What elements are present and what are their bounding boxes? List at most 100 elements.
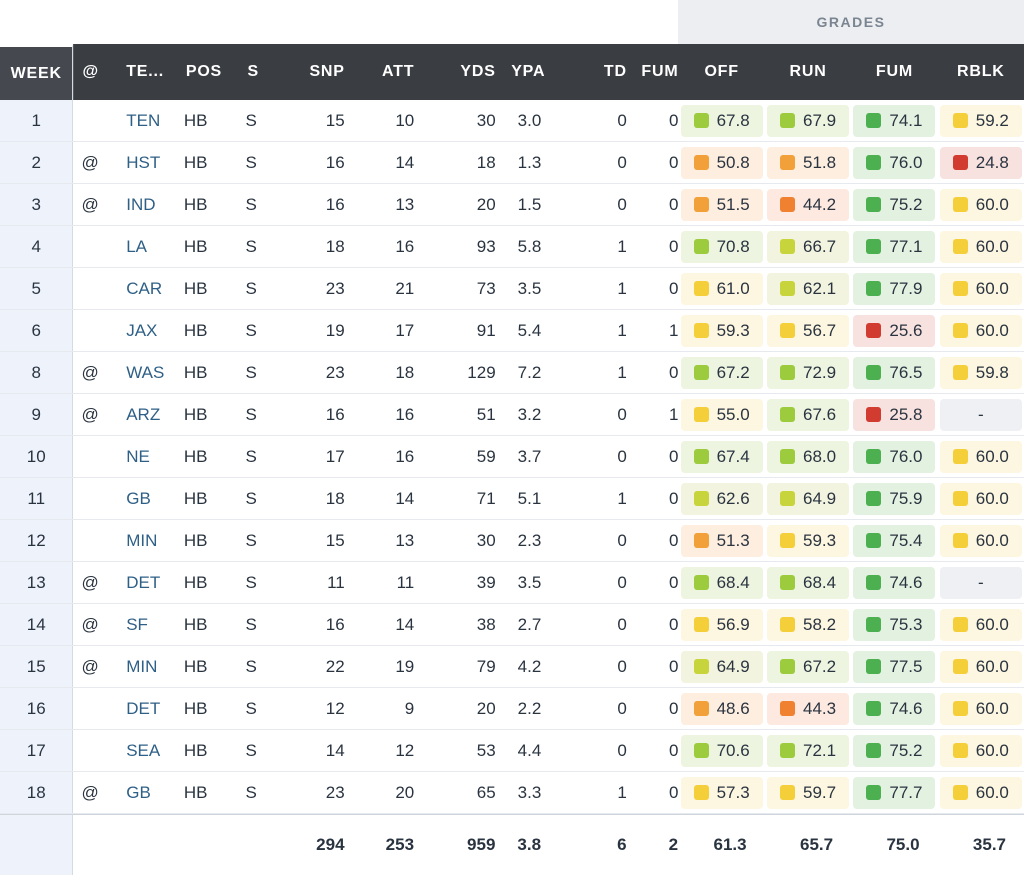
- table-row[interactable]: 10 NE HB S 17 16 59 3.7 0 0 67.4 68.0 76.0 60.0: [0, 436, 1024, 478]
- table-row[interactable]: 1 TEN HB S 15 10 30 3.0 0 0 67.8 67.9 74.1 59.2: [0, 100, 1024, 142]
- offense-grade-badge[interactable]: 64.9: [680, 650, 763, 683]
- run-block-grade-badge[interactable]: 60.0: [939, 650, 1022, 683]
- run-block-grade-badge[interactable]: 59.8: [939, 356, 1022, 389]
- column-header-snaps[interactable]: SNP: [309, 63, 345, 80]
- table-row[interactable]: 8 @ WAS HB S 23 18 129 7.2 1 0 67.2 72.9 76.5 59.8: [0, 352, 1024, 394]
- run-grade-badge[interactable]: 72.1: [767, 734, 850, 767]
- team-link[interactable]: SEA: [126, 740, 161, 760]
- column-header-status[interactable]: S: [247, 63, 259, 80]
- run-grade-badge[interactable]: 59.3: [767, 524, 850, 557]
- table-row[interactable]: 15 @ MIN HB S 22 19 79 4.2 0 0 64.9 67.2 77.5 60.0: [0, 646, 1024, 688]
- table-row[interactable]: 3 @ IND HB S 16 13 20 1.5 0 0 51.5 44.2 75.2 60.0: [0, 184, 1024, 226]
- fumble-grade-badge[interactable]: 25.8: [853, 398, 936, 431]
- offense-grade-badge[interactable]: 50.8: [680, 146, 763, 179]
- team-link[interactable]: NE: [126, 446, 150, 466]
- run-block-grade-badge[interactable]: -: [939, 398, 1022, 431]
- column-header-fumbles[interactable]: FUM: [641, 63, 679, 80]
- run-grade-badge[interactable]: 66.7: [767, 230, 850, 263]
- team-link[interactable]: WAS: [126, 362, 165, 382]
- fumble-grade-badge[interactable]: 76.0: [853, 146, 936, 179]
- column-header-yards-per-attempt[interactable]: YPA: [511, 63, 546, 80]
- fumble-grade-badge[interactable]: 77.9: [853, 272, 936, 305]
- run-block-grade-badge[interactable]: 60.0: [939, 230, 1022, 263]
- run-grade-badge[interactable]: 68.0: [767, 440, 850, 473]
- column-header-week[interactable]: WEEK: [0, 44, 74, 100]
- offense-grade-badge[interactable]: 56.9: [680, 608, 763, 641]
- run-grade-badge[interactable]: 44.3: [767, 692, 850, 725]
- table-row[interactable]: 6 JAX HB S 19 17 91 5.4 1 1 59.3 56.7 25.6 60.0: [0, 310, 1024, 352]
- table-row[interactable]: 11 GB HB S 18 14 71 5.1 1 0 62.6 64.9 75.9 60.0: [0, 478, 1024, 520]
- run-block-grade-badge[interactable]: 60.0: [939, 482, 1022, 515]
- run-grade-badge[interactable]: 67.9: [767, 104, 850, 137]
- run-block-grade-badge[interactable]: 60.0: [939, 440, 1022, 473]
- table-row[interactable]: 17 SEA HB S 14 12 53 4.4 0 0 70.6 72.1 75.2 60.0: [0, 730, 1024, 772]
- run-block-grade-badge[interactable]: 60.0: [939, 524, 1022, 557]
- fumble-grade-badge[interactable]: 77.7: [853, 776, 936, 809]
- table-row[interactable]: 13 @ DET HB S 11 11 39 3.5 0 0 68.4 68.4 74.6 -: [0, 562, 1024, 604]
- column-header-fumble-grade[interactable]: FUM: [875, 63, 913, 80]
- run-grade-badge[interactable]: 67.2: [767, 650, 850, 683]
- run-grade-badge[interactable]: 56.7: [767, 314, 850, 347]
- fumble-grade-badge[interactable]: 75.2: [853, 188, 936, 221]
- fumble-grade-badge[interactable]: 74.1: [853, 104, 936, 137]
- fumble-grade-badge[interactable]: 75.4: [853, 524, 936, 557]
- team-link[interactable]: IND: [126, 194, 156, 214]
- team-link[interactable]: MIN: [126, 530, 158, 550]
- run-block-grade-badge[interactable]: -: [939, 566, 1022, 599]
- fumble-grade-badge[interactable]: 75.3: [853, 608, 936, 641]
- team-link[interactable]: GB: [126, 782, 151, 802]
- fumble-grade-badge[interactable]: 77.5: [853, 650, 936, 683]
- fumble-grade-badge[interactable]: 76.5: [853, 356, 936, 389]
- run-grade-badge[interactable]: 62.1: [767, 272, 850, 305]
- offense-grade-badge[interactable]: 70.8: [680, 230, 763, 263]
- team-link[interactable]: HST: [126, 152, 161, 172]
- run-block-grade-badge[interactable]: 60.0: [939, 188, 1022, 221]
- team-link[interactable]: SF: [126, 614, 148, 634]
- team-link[interactable]: TEN: [126, 110, 161, 130]
- run-block-grade-badge[interactable]: 59.2: [939, 104, 1022, 137]
- offense-grade-badge[interactable]: 59.3: [680, 314, 763, 347]
- fumble-grade-badge[interactable]: 74.6: [853, 692, 936, 725]
- run-block-grade-badge[interactable]: 60.0: [939, 272, 1022, 305]
- run-grade-badge[interactable]: 51.8: [767, 146, 850, 179]
- table-row[interactable]: 14 @ SF HB S 16 14 38 2.7 0 0 56.9 58.2 75.3 60.0: [0, 604, 1024, 646]
- run-block-grade-badge[interactable]: 60.0: [939, 314, 1022, 347]
- column-header-away[interactable]: @: [73, 44, 116, 100]
- offense-grade-badge[interactable]: 61.0: [680, 272, 763, 305]
- offense-grade-badge[interactable]: 62.6: [680, 482, 763, 515]
- column-header-attempts[interactable]: ATT: [381, 63, 415, 80]
- offense-grade-badge[interactable]: 51.5: [680, 188, 763, 221]
- table-row[interactable]: 9 @ ARZ HB S 16 16 51 3.2 0 1 55.0 67.6 25.8 -: [0, 394, 1024, 436]
- run-grade-badge[interactable]: 72.9: [767, 356, 850, 389]
- column-header-offense-grade[interactable]: OFF: [704, 63, 739, 80]
- table-row[interactable]: 12 MIN HB S 15 13 30 2.3 0 0 51.3 59.3 75.4 60.0: [0, 520, 1024, 562]
- offense-grade-badge[interactable]: 67.8: [680, 104, 763, 137]
- table-row[interactable]: 2 @ HST HB S 16 14 18 1.3 0 0 50.8 51.8 76.0 24.8: [0, 142, 1024, 184]
- run-grade-badge[interactable]: 67.6: [767, 398, 850, 431]
- column-header-run-grade[interactable]: RUN: [789, 63, 827, 80]
- team-link[interactable]: CAR: [126, 278, 163, 298]
- team-link[interactable]: GB: [126, 488, 151, 508]
- offense-grade-badge[interactable]: 51.3: [680, 524, 763, 557]
- team-link[interactable]: MIN: [126, 656, 158, 676]
- column-header-touchdowns[interactable]: TD: [603, 63, 627, 80]
- column-header-yards[interactable]: YDS: [460, 63, 496, 80]
- offense-grade-badge[interactable]: 57.3: [680, 776, 763, 809]
- run-block-grade-badge[interactable]: 60.0: [939, 734, 1022, 767]
- run-block-grade-badge[interactable]: 60.0: [939, 608, 1022, 641]
- team-link[interactable]: DET: [126, 572, 161, 592]
- column-header-run-block-grade[interactable]: RBLK: [957, 63, 1005, 80]
- fumble-grade-badge[interactable]: 76.0: [853, 440, 936, 473]
- offense-grade-badge[interactable]: 67.4: [680, 440, 763, 473]
- run-block-grade-badge[interactable]: 24.8: [939, 146, 1022, 179]
- run-grade-badge[interactable]: 44.2: [767, 188, 850, 221]
- run-grade-badge[interactable]: 64.9: [767, 482, 850, 515]
- fumble-grade-badge[interactable]: 25.6: [853, 314, 936, 347]
- run-grade-badge[interactable]: 59.7: [767, 776, 850, 809]
- run-block-grade-badge[interactable]: 60.0: [939, 776, 1022, 809]
- fumble-grade-badge[interactable]: 75.2: [853, 734, 936, 767]
- offense-grade-badge[interactable]: 55.0: [680, 398, 763, 431]
- fumble-grade-badge[interactable]: 74.6: [853, 566, 936, 599]
- team-link[interactable]: JAX: [126, 320, 158, 340]
- fumble-grade-badge[interactable]: 77.1: [853, 230, 936, 263]
